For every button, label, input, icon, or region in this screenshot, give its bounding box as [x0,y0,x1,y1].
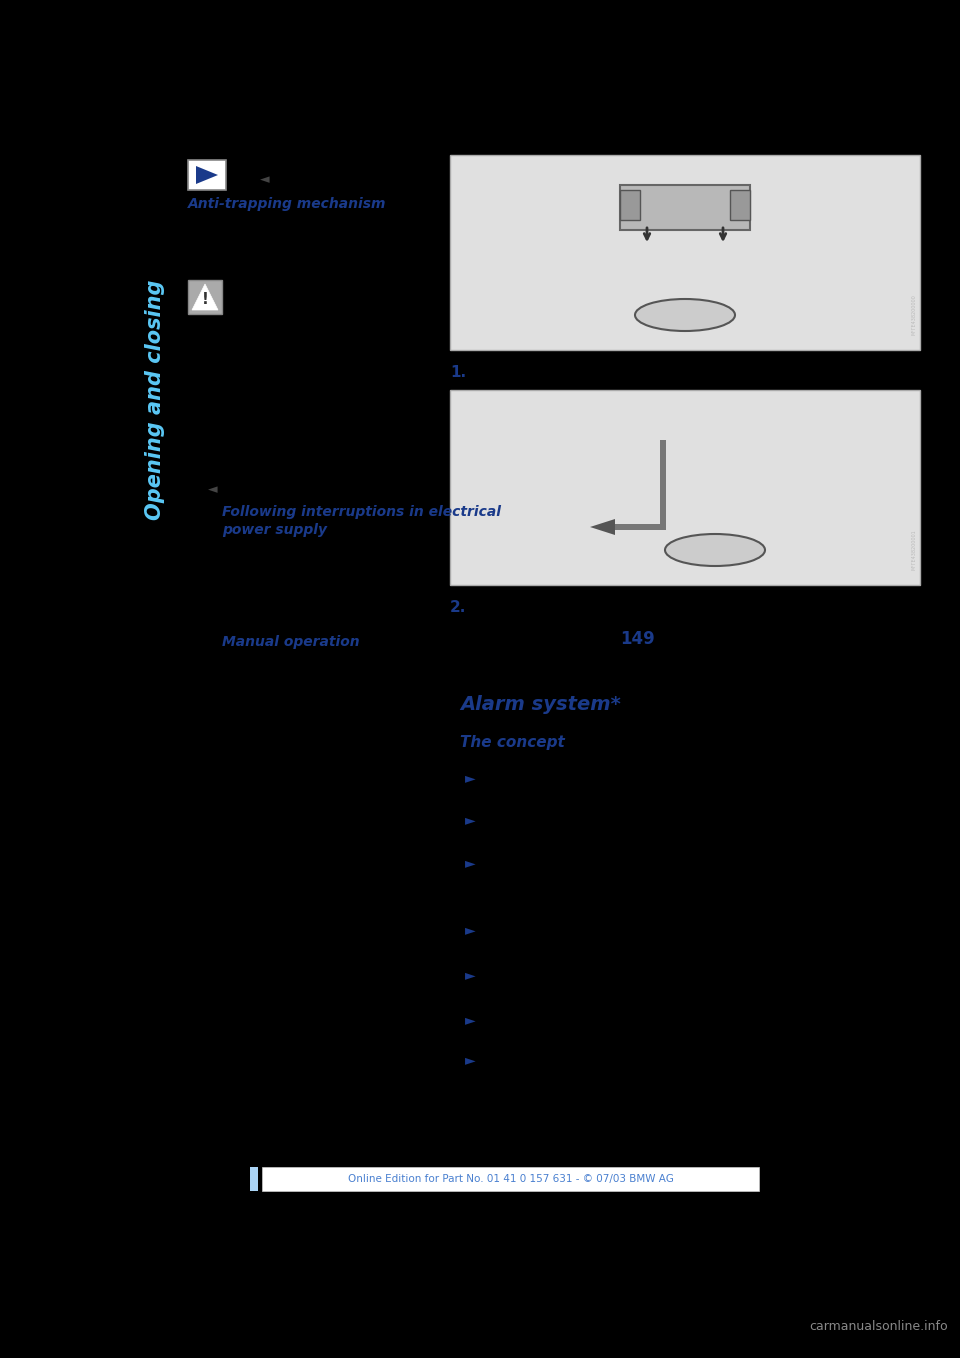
Text: ◄: ◄ [208,483,218,497]
Text: ►: ► [465,1013,475,1027]
Text: Alarm system*: Alarm system* [460,695,621,714]
Polygon shape [196,166,218,183]
Text: 1.: 1. [450,365,467,380]
Bar [620,185,750,230]
Bar [262,1167,759,1191]
Bar [188,280,222,314]
Text: Anti-trapping mechanism: Anti-trapping mechanism [188,197,387,210]
Text: ►: ► [465,771,475,785]
Polygon shape [590,519,615,535]
Bar [188,160,226,190]
Bar [730,190,750,220]
Text: Opening and closing: Opening and closing [145,280,165,520]
Text: Online Edition for Part No. 01 41 0 157 631 - © 07/03 BMW AG: Online Edition for Part No. 01 41 0 157 … [348,1175,673,1184]
Text: ◄: ◄ [260,174,270,186]
Bar [615,524,660,530]
Text: M°ΓE438200000: M°ΓE438200000 [912,295,917,335]
Text: ►: ► [465,1052,475,1067]
Ellipse shape [635,299,735,331]
Bar [450,155,920,350]
Text: 149: 149 [620,630,655,648]
Bar [450,390,920,585]
Text: The concept: The concept [460,735,564,750]
Text: M°ΓE438200001: M°ΓE438200001 [912,530,917,570]
Ellipse shape [665,534,765,566]
Text: Manual operation: Manual operation [222,636,360,649]
Text: ►: ► [465,856,475,870]
Bar [660,440,666,530]
Bar [250,1167,258,1191]
Text: carmanualsonline.info: carmanualsonline.info [809,1320,948,1334]
Text: ►: ► [465,968,475,982]
Text: ►: ► [465,923,475,937]
Text: Following interruptions in electrical
power supply: Following interruptions in electrical po… [222,505,501,538]
Bar [620,190,640,220]
Polygon shape [192,284,218,310]
Text: ►: ► [465,813,475,827]
Text: !: ! [202,292,208,307]
Text: 2.: 2. [450,600,467,615]
